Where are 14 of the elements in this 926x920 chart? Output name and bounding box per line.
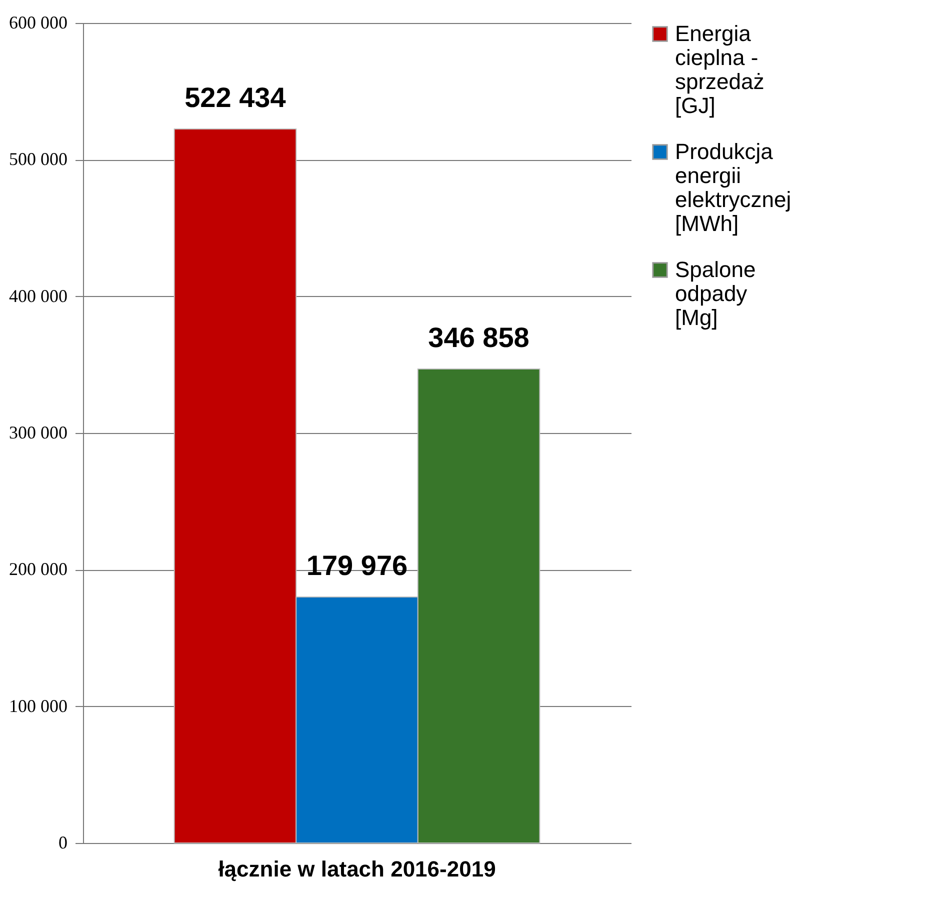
data-label: 522 434 [184,82,286,114]
y-tick-label: 400 000 [9,286,68,306]
y-tick-label: 500 000 [9,149,68,170]
legend-label: Energia cieplna - sprzedaż [GJ] [675,21,764,118]
legend-label: Spalone odpady [Mg] [675,257,756,330]
data-label: 346 858 [428,322,530,353]
legend-label: Produkcja energii elektrycznej [MWh] [675,139,792,236]
data-label: 179 976 [306,550,408,582]
y-tick-label: 0 [58,832,68,852]
y-tick-label: 200 000 [9,559,68,580]
y-tick-label: 300 000 [9,422,68,442]
x-tick-label: łącznie w latach 2016-2019 [218,856,496,882]
y-tick-label: 100 000 [9,696,68,716]
y-tick-label: 600 000 [9,12,68,32]
